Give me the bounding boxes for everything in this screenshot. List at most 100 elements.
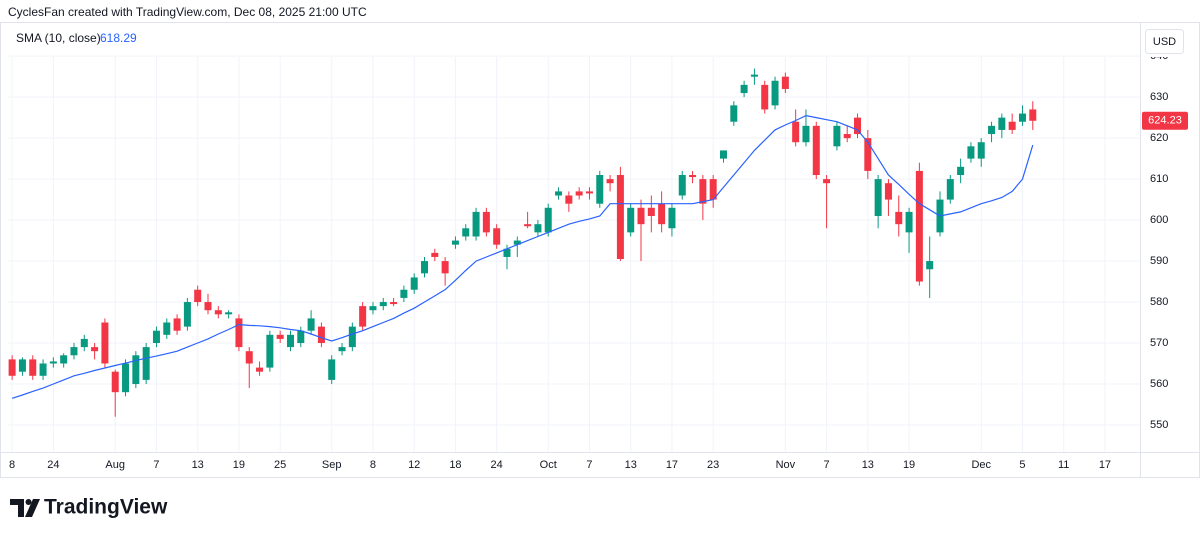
candle-body: [596, 175, 604, 204]
candle-body: [122, 363, 130, 393]
candle-body: [451, 240, 459, 245]
candle-body: [39, 363, 47, 376]
candle-body: [431, 252, 439, 257]
candle-body: [328, 359, 336, 380]
y-tick-label: 630: [1150, 91, 1168, 103]
x-tick-label: 5: [1019, 459, 1025, 471]
candle-body: [585, 191, 593, 194]
candle-body: [18, 359, 26, 372]
candle-body: [152, 330, 160, 344]
y-tick-label: 560: [1150, 378, 1168, 390]
y-tick-label: 590: [1150, 255, 1168, 267]
candle-body: [70, 347, 78, 356]
candle-body: [730, 105, 738, 122]
candle-body: [544, 207, 552, 233]
x-tick-label: Dec: [971, 459, 991, 471]
candle-body: [80, 338, 88, 348]
candle-body: [606, 179, 614, 184]
candle-body: [163, 322, 171, 335]
candle-body: [967, 146, 975, 159]
candle-body: [338, 347, 346, 352]
brand: TradingView: [44, 496, 168, 519]
candle-body: [173, 318, 181, 331]
x-tick-label: 8: [370, 459, 376, 471]
x-tick-label: Aug: [105, 459, 125, 471]
grid: [8, 55, 1140, 452]
candle-body: [565, 195, 573, 204]
candle-body: [111, 371, 119, 393]
candle-body: [1029, 109, 1037, 121]
candle-body: [689, 175, 697, 178]
x-tick-label: 24: [47, 459, 59, 471]
candle-body: [555, 191, 563, 196]
candle-body: [194, 289, 202, 303]
candle-body: [503, 248, 511, 257]
x-tick-label: 17: [666, 459, 678, 471]
x-tick-label: 13: [625, 459, 637, 471]
candle-body: [812, 125, 820, 176]
candle-body: [101, 322, 109, 364]
candle-body: [575, 191, 583, 196]
last-price-label: 624.23: [1148, 115, 1182, 127]
candle-body: [658, 203, 666, 225]
plot: [8, 68, 1037, 417]
logo-icon: [25, 499, 32, 505]
chart-frame: [0, 22, 1200, 478]
candle-body: [276, 334, 284, 339]
candle-body: [915, 170, 923, 282]
y-tick-label: 610: [1150, 173, 1168, 185]
candle-body: [926, 261, 934, 270]
credit: CyclesFan created with TradingView.com, …: [8, 5, 367, 19]
x-tick-label: 13: [862, 459, 874, 471]
x-tick-label: Sep: [322, 459, 342, 471]
candle-body: [998, 117, 1006, 130]
x-tick-label: 25: [274, 459, 286, 471]
indicator-value: 618.29: [100, 31, 137, 45]
candle-body: [884, 183, 892, 200]
y-tick-label: 550: [1150, 419, 1168, 431]
candle-body: [524, 224, 532, 227]
candle-body: [977, 142, 985, 159]
candle-body: [29, 359, 37, 376]
candle-body: [1018, 113, 1026, 122]
x-tick-label: 7: [824, 459, 830, 471]
candle-body: [441, 261, 449, 274]
x-tick-label: Oct: [540, 459, 557, 471]
candle-body: [792, 121, 800, 143]
candle-body: [802, 125, 810, 143]
x-tick-label: 18: [449, 459, 461, 471]
candle-body: [390, 302, 398, 305]
candle-body: [988, 125, 996, 135]
candle-body: [245, 351, 253, 364]
candle-body: [297, 330, 305, 344]
candle-body: [317, 326, 325, 344]
y-tick-label: 600: [1150, 214, 1168, 226]
candle-body: [771, 80, 779, 106]
currency-button[interactable]: [1145, 29, 1184, 54]
candle-body: [91, 347, 99, 352]
candle-body: [462, 228, 470, 237]
candle-body: [348, 326, 356, 348]
last-price-box: [1142, 111, 1188, 130]
candle-body: [781, 76, 789, 89]
logo: TradingView: [10, 496, 168, 519]
candle-body: [60, 355, 68, 364]
currency[interactable]: USD: [1153, 36, 1176, 48]
logo-icon: [25, 499, 40, 517]
candle-body: [668, 207, 676, 229]
candle-body: [761, 84, 769, 110]
candle-body: [204, 302, 212, 311]
candle-body: [369, 306, 377, 311]
candle-body: [957, 166, 965, 176]
x-tick-label: 24: [491, 459, 503, 471]
last-price-tag: 624.23: [1142, 111, 1188, 130]
x-tick-label: 8: [9, 459, 15, 471]
candle-body: [225, 312, 233, 315]
candle-body: [854, 117, 862, 135]
candle-body: [307, 318, 315, 331]
candle-body: [719, 150, 727, 159]
candle-body: [513, 240, 521, 245]
candle-body: [482, 211, 490, 233]
indicator-name: SMA (10, close): [16, 31, 101, 45]
